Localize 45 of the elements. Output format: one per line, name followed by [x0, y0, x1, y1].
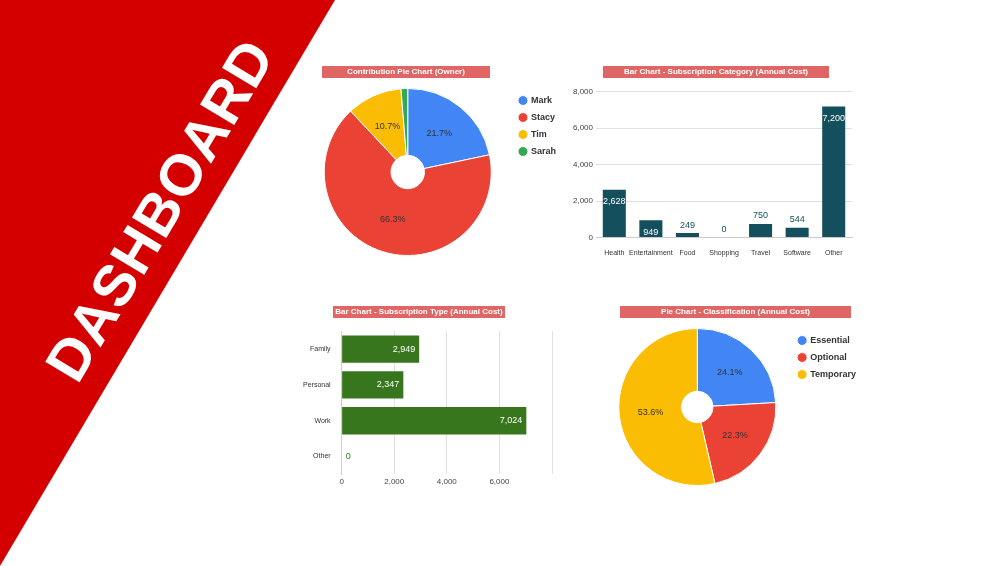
legend-label: Temporary — [810, 368, 857, 379]
data-label: 750 — [753, 210, 769, 221]
bar — [342, 335, 420, 363]
data-label: 24.1% — [716, 367, 743, 378]
x-tick-label: 4,000 — [436, 477, 458, 487]
data-label: 7,200 — [822, 112, 845, 123]
x-tick-label: 2,000 — [384, 477, 405, 487]
legend-label: Sarah — [530, 145, 556, 156]
data-label: 10.7% — [374, 120, 401, 131]
data-label: 2,628 — [603, 196, 626, 207]
chart-title: Pie Chart - Classification (Annual Cost) — [620, 306, 851, 318]
bar — [822, 106, 846, 238]
x-tick-label: 0 — [339, 477, 345, 487]
y-tick-label: 4,000 — [572, 159, 594, 169]
data-label: 0 — [345, 450, 351, 461]
legend-label: Essential — [810, 334, 850, 345]
y-tick-label: 2,000 — [572, 196, 594, 206]
data-label: 249 — [679, 219, 695, 230]
chart-title: Contribution Pie Chart (Owner) — [322, 66, 490, 78]
data-label: 2,347 — [376, 379, 400, 390]
y-tick-label: 6,000 — [572, 123, 594, 133]
x-tick-label: 6,000 — [489, 477, 510, 487]
data-label: 21.7% — [426, 127, 453, 138]
legend-label: Mark — [530, 94, 553, 105]
chart-title: Bar Chart - Subscription Category (Annual Cost) — [603, 66, 829, 78]
data-label: 7,024 — [499, 415, 523, 426]
y-tick-label: 8,000 — [572, 87, 594, 96]
y-tick-label: 0 — [588, 232, 594, 242]
legend-label: Optional — [810, 351, 847, 362]
bar — [675, 233, 699, 238]
data-label: 544 — [789, 214, 805, 225]
bar — [342, 407, 527, 435]
data-label: 949 — [643, 226, 659, 237]
chart-title: Bar Chart - Subscription Type (Annual Cost) — [333, 306, 505, 318]
data-label: 0 — [721, 224, 727, 235]
data-label: 66.3% — [379, 214, 406, 225]
legend-label: Stacy — [530, 111, 556, 122]
bar — [749, 223, 773, 238]
bar — [342, 371, 404, 399]
data-label: 53.6% — [637, 406, 664, 417]
bar — [785, 227, 809, 238]
data-label: 22.3% — [722, 429, 748, 440]
data-label: 2,949 — [392, 343, 416, 354]
bar — [602, 189, 626, 238]
legend-label: Tim — [530, 128, 547, 139]
